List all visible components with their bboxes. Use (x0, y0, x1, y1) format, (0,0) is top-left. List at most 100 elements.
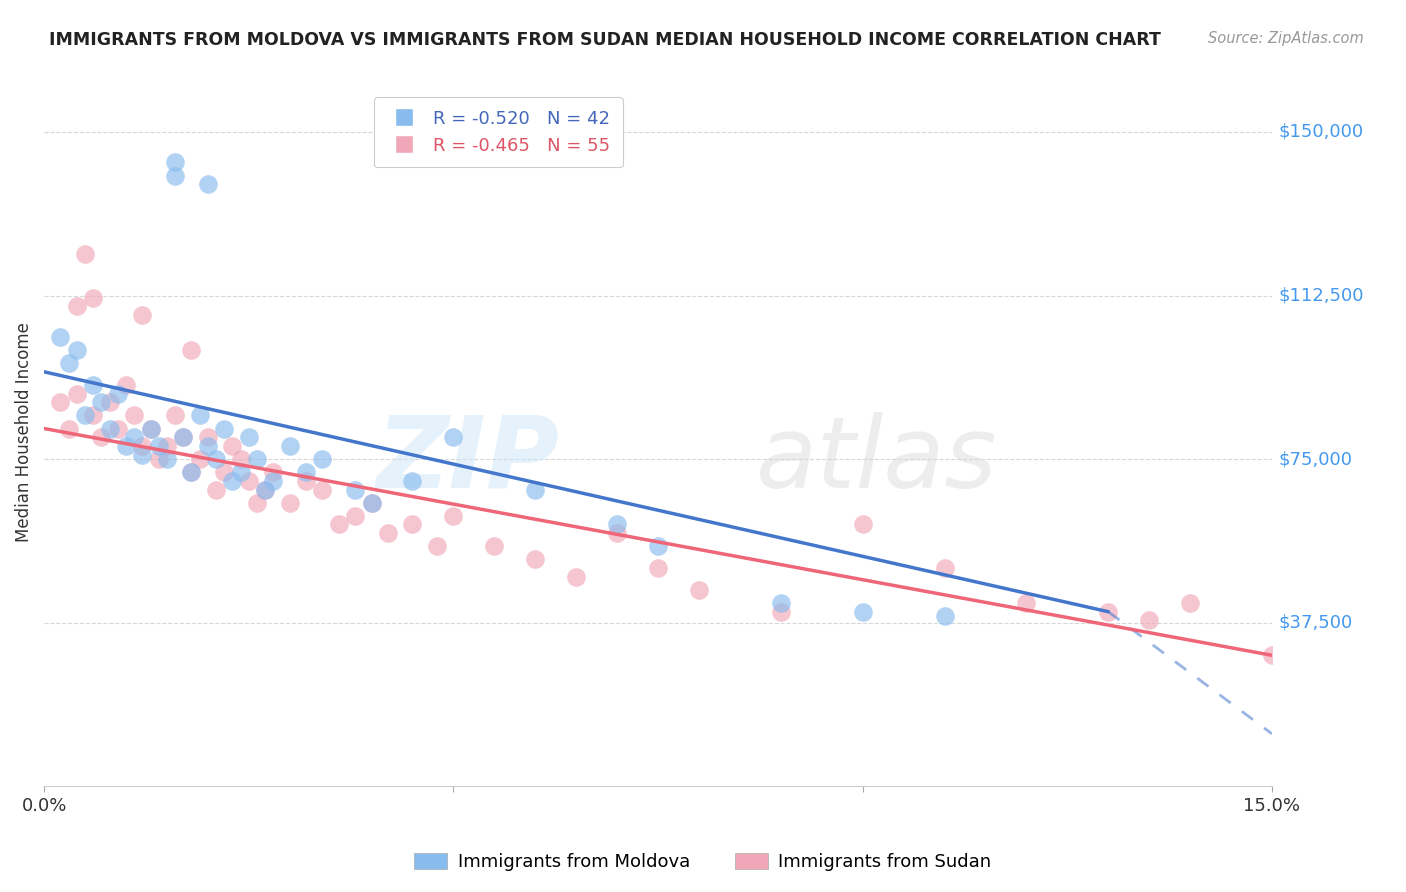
Point (328, 517, 350, 532)
Point (122, 430, 145, 444)
Point (221, 439, 243, 453)
Point (606, 526, 628, 541)
Point (524, 552, 547, 566)
Text: IMMIGRANTS FROM MOLDOVA VS IMMIGRANTS FROM SUDAN MEDIAN HOUSEHOLD INCOME CORRELA: IMMIGRANTS FROM MOLDOVA VS IMMIGRANTS FR… (49, 31, 1161, 49)
Point (311, 483, 333, 497)
Point (131, 448, 153, 462)
Point (180, 465, 202, 479)
Point (107, 421, 129, 435)
Point (66, 343, 89, 357)
Point (262, 474, 284, 488)
Point (188, 409, 211, 423)
Point (401, 474, 423, 488)
Point (139, 421, 162, 435)
Point (58, 421, 80, 435)
Point (165, 155, 187, 169)
Point (344, 508, 367, 523)
Point (484, 539, 506, 553)
Text: ZIP: ZIP (377, 411, 560, 508)
Point (165, 409, 187, 423)
Point (852, 605, 875, 619)
Legend: Immigrants from Moldova, Immigrants from Sudan: Immigrants from Moldova, Immigrants from… (408, 846, 998, 879)
Point (852, 517, 875, 532)
Point (647, 539, 669, 553)
Point (66, 386, 89, 401)
Point (98, 395, 121, 409)
Point (90, 395, 112, 409)
Point (156, 452, 179, 467)
Text: Source: ZipAtlas.com: Source: ZipAtlas.com (1208, 31, 1364, 46)
Point (205, 452, 228, 467)
Point (115, 378, 138, 392)
Point (180, 465, 202, 479)
Point (197, 430, 219, 444)
Point (148, 452, 170, 467)
Point (139, 421, 162, 435)
Point (82, 378, 104, 392)
Text: $150,000: $150,000 (1278, 123, 1364, 141)
Point (229, 452, 252, 467)
Point (688, 582, 710, 597)
Point (565, 570, 588, 584)
Point (122, 409, 145, 423)
Point (49, 395, 72, 409)
Point (606, 517, 628, 532)
Point (360, 496, 382, 510)
Point (254, 483, 277, 497)
Point (197, 178, 219, 192)
Point (295, 465, 318, 479)
Legend: R = -0.520   N = 42, R = -0.465   N = 55: R = -0.520 N = 42, R = -0.465 N = 55 (374, 97, 623, 168)
Point (172, 430, 194, 444)
Point (212, 421, 235, 435)
Text: $37,500: $37,500 (1278, 614, 1353, 632)
Y-axis label: Median Household Income: Median Household Income (15, 322, 32, 541)
Point (311, 452, 333, 467)
Point (278, 439, 301, 453)
Point (278, 496, 301, 510)
Point (98, 421, 121, 435)
Point (769, 605, 792, 619)
Point (49, 330, 72, 344)
Point (229, 465, 252, 479)
Point (1097, 605, 1119, 619)
Point (769, 596, 792, 610)
Point (295, 474, 318, 488)
Point (934, 561, 956, 575)
Point (73, 247, 96, 261)
Point (73, 409, 96, 423)
Point (524, 483, 547, 497)
Point (441, 508, 464, 523)
Point (934, 609, 956, 624)
Text: $75,000: $75,000 (1278, 450, 1353, 468)
Point (107, 386, 129, 401)
Point (377, 526, 399, 541)
Text: atlas: atlas (756, 411, 998, 508)
Point (1137, 614, 1160, 628)
Point (238, 430, 260, 444)
Point (172, 430, 194, 444)
Point (148, 439, 170, 453)
Point (58, 356, 80, 370)
Point (344, 483, 367, 497)
Point (188, 452, 211, 467)
Point (426, 539, 449, 553)
Point (246, 496, 269, 510)
Point (131, 439, 153, 453)
Point (1178, 596, 1201, 610)
Point (66, 300, 89, 314)
Point (262, 465, 284, 479)
Point (197, 439, 219, 453)
Point (205, 483, 228, 497)
Point (441, 430, 464, 444)
Point (647, 561, 669, 575)
Point (238, 474, 260, 488)
Point (221, 474, 243, 488)
Point (212, 465, 235, 479)
Point (115, 439, 138, 453)
Point (82, 291, 104, 305)
Point (1015, 596, 1038, 610)
Point (82, 409, 104, 423)
Point (165, 169, 187, 183)
Point (90, 430, 112, 444)
Point (254, 483, 277, 497)
